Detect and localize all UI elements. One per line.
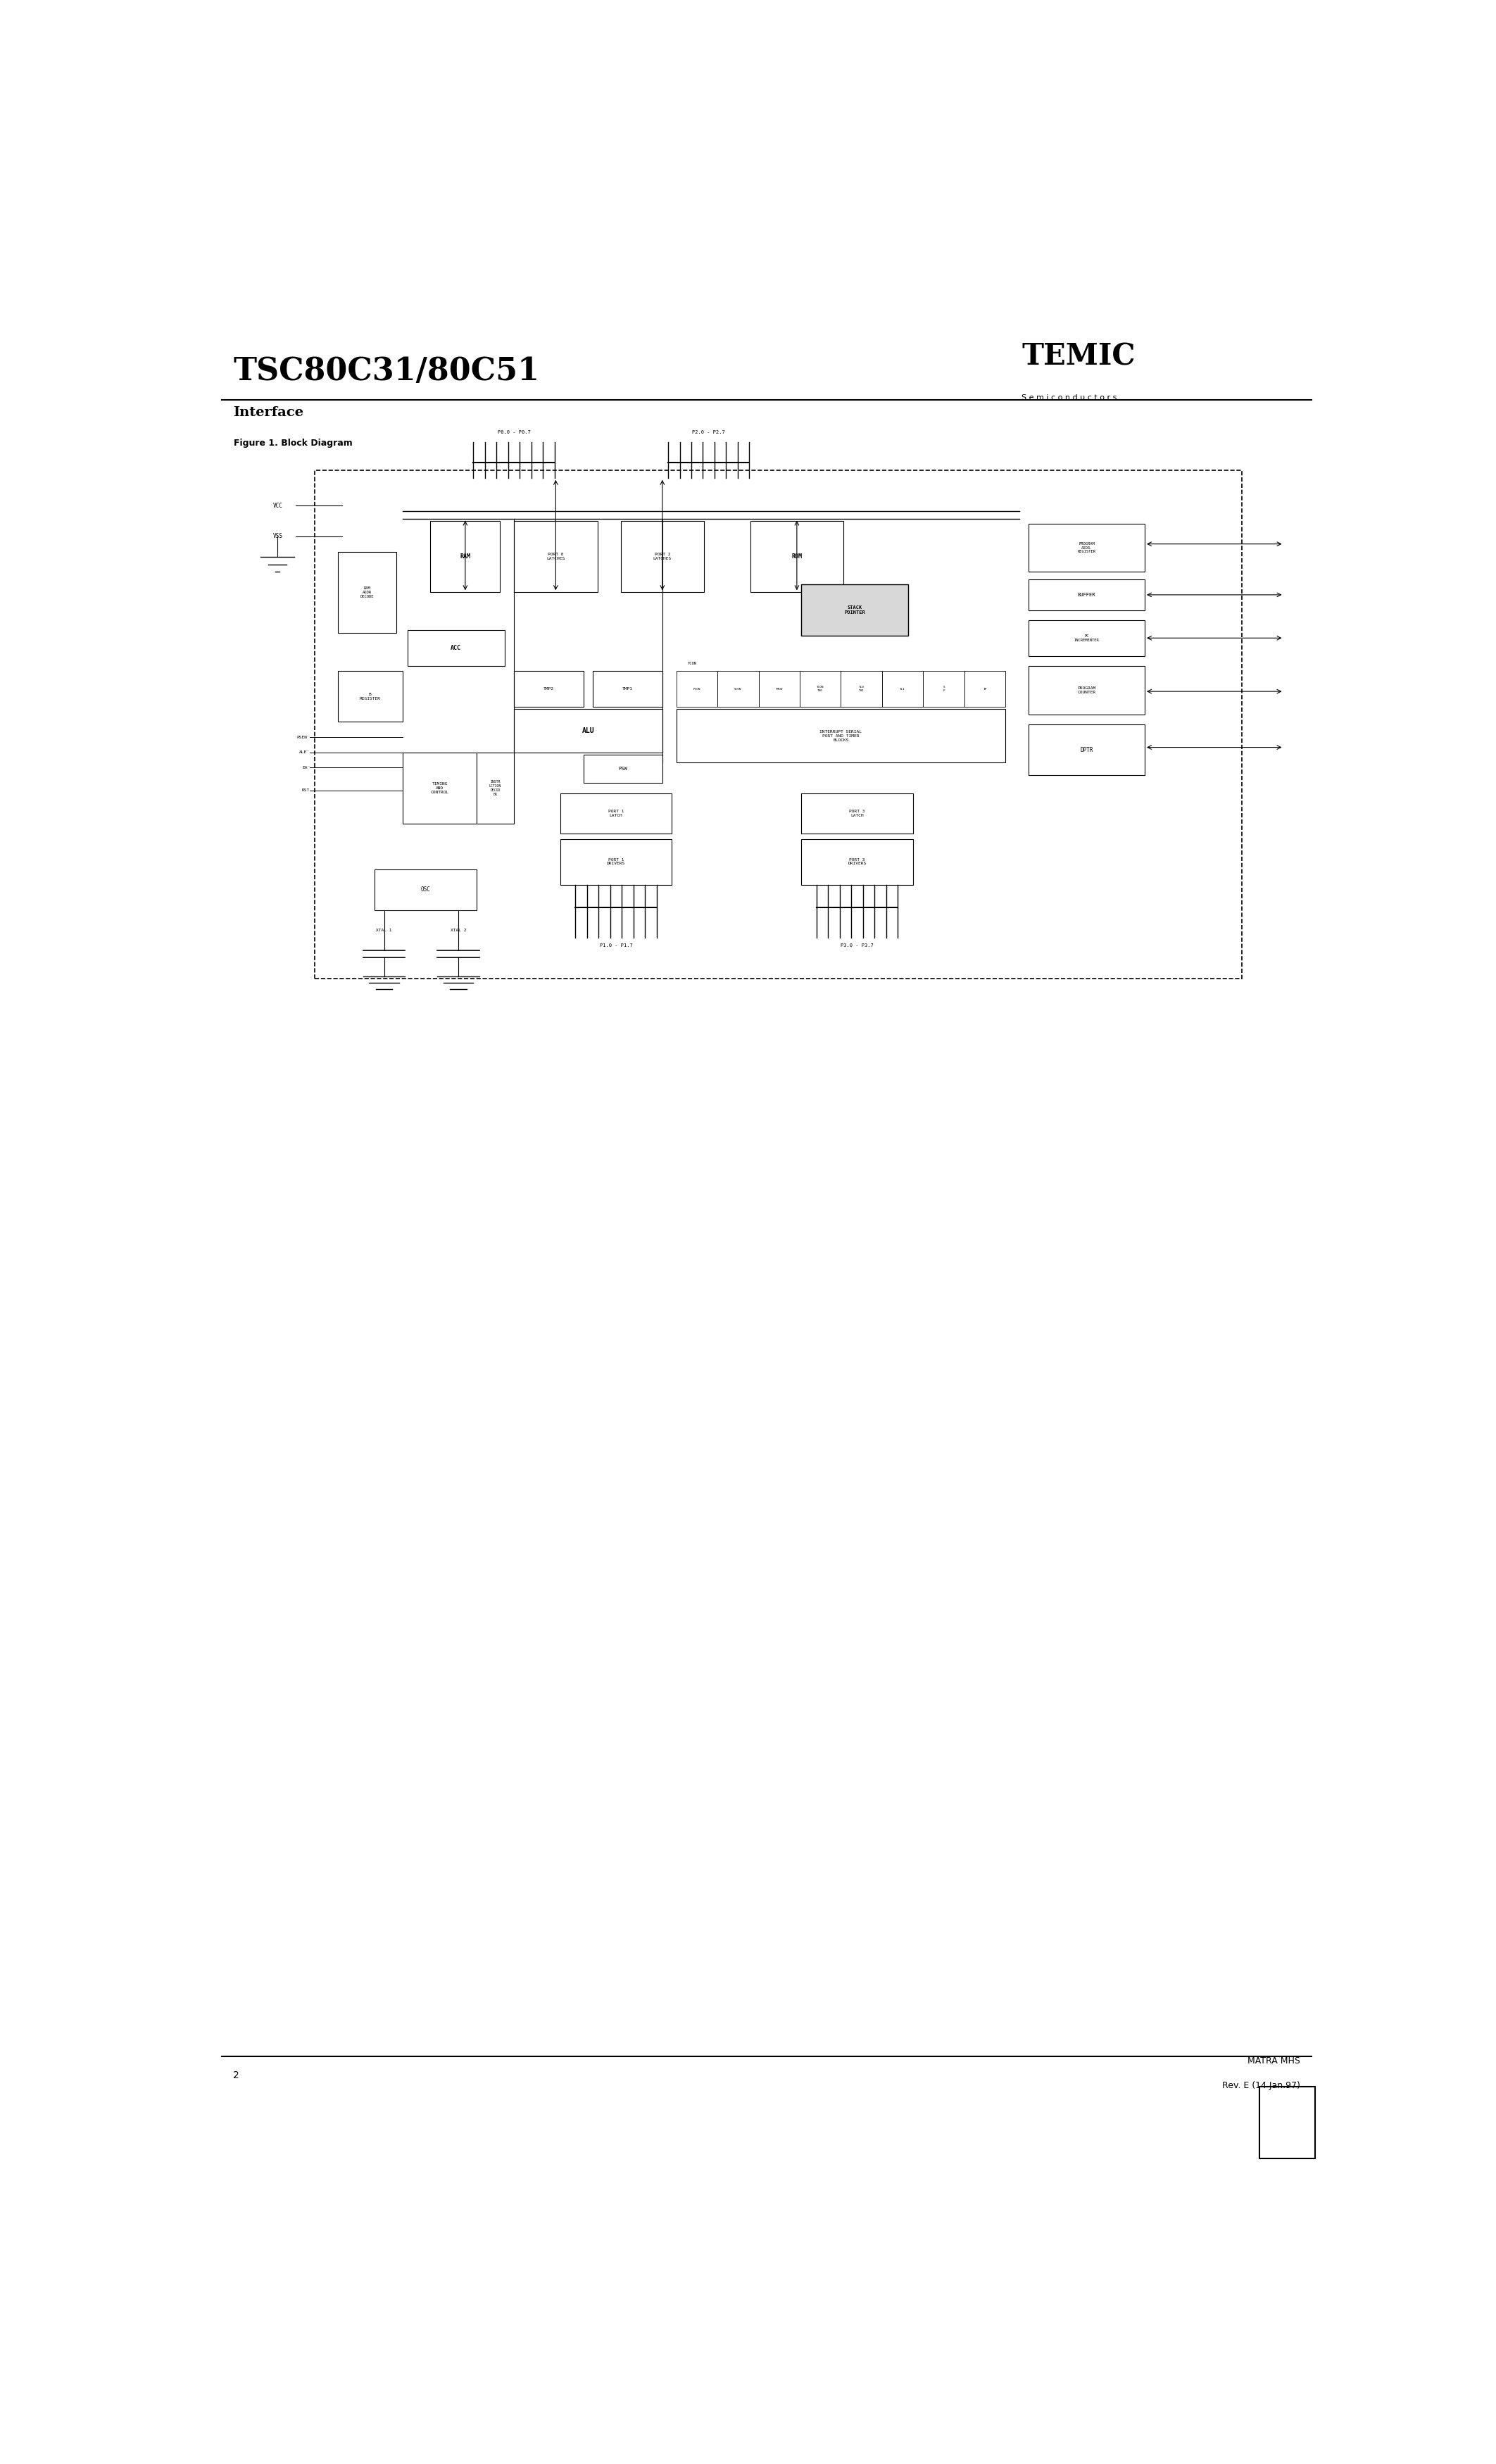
Text: PROGRAM
ADDR.
REGISTER: PROGRAM ADDR. REGISTER [1077, 542, 1097, 554]
Text: TMP1: TMP1 [622, 687, 633, 690]
Text: TMOD: TMOD [775, 687, 782, 690]
Text: INTERRUPT SERIAL
PORT AND TIMER
BLOCKS: INTERRUPT SERIAL PORT AND TIMER BLOCKS [820, 729, 862, 742]
Text: TL0
TH1: TL0 TH1 [859, 685, 865, 692]
Text: ROM: ROM [791, 554, 802, 559]
Text: TCON
TH0: TCON TH0 [817, 685, 824, 692]
Text: RST: RST [302, 788, 310, 793]
Text: P3.0 - P3.7: P3.0 - P3.7 [841, 944, 874, 949]
Text: PORT 0
LATCHES: PORT 0 LATCHES [546, 552, 565, 559]
Text: RAM: RAM [459, 554, 471, 559]
Bar [676, 710, 1005, 761]
Bar [758, 670, 800, 707]
Text: TEMIC: TEMIC [1022, 342, 1135, 372]
Text: XTAL 2: XTAL 2 [450, 929, 467, 931]
Text: PSEN̅: PSEN̅ [296, 734, 310, 739]
Bar [802, 584, 908, 636]
Bar [883, 670, 923, 707]
Bar [407, 631, 504, 665]
Text: Interface: Interface [233, 407, 304, 419]
Text: PROGRAM
COUNTER: PROGRAM COUNTER [1077, 687, 1097, 695]
Text: PORT 1
LATCH: PORT 1 LATCH [607, 811, 624, 818]
Bar [1029, 724, 1144, 776]
Bar [561, 793, 672, 833]
Bar [338, 552, 396, 633]
Text: ALE̅: ALE̅ [299, 752, 310, 754]
Text: TCON: TCON [688, 663, 697, 665]
Bar [1260, 2087, 1315, 2158]
Text: PORT 3
LATCH: PORT 3 LATCH [850, 811, 865, 818]
Bar [561, 838, 672, 885]
Text: IP: IP [983, 687, 987, 690]
Bar [621, 520, 705, 591]
Bar [751, 520, 844, 591]
Text: Figure 1. Block Diagram: Figure 1. Block Diagram [233, 439, 352, 448]
Bar [800, 670, 841, 707]
Text: BUFFER: BUFFER [1077, 594, 1095, 596]
Text: PORT 2
LATCHES: PORT 2 LATCHES [654, 552, 672, 559]
Text: TMP2: TMP2 [543, 687, 554, 690]
Text: RAM
ADDR
DECODE: RAM ADDR DECODE [361, 586, 374, 599]
Bar [965, 670, 1005, 707]
Text: PSW: PSW [618, 766, 627, 771]
Text: TSC80C31/80C51: TSC80C31/80C51 [233, 357, 540, 387]
Bar [477, 752, 515, 823]
Text: INSTR
UCTION
DECOD
ER: INSTR UCTION DECOD ER [489, 781, 501, 796]
Text: P2.0 - P2.7: P2.0 - P2.7 [693, 431, 726, 434]
Text: B
REGISTER: B REGISTER [359, 692, 381, 700]
Bar [1029, 621, 1144, 655]
Text: OSC: OSC [420, 887, 431, 892]
Text: ALU: ALU [582, 727, 594, 734]
Bar [841, 670, 883, 707]
Bar [375, 870, 477, 909]
Bar [1029, 525, 1144, 572]
Text: VSS: VSS [272, 532, 283, 540]
Text: PCON: PCON [693, 687, 700, 690]
Bar [515, 520, 597, 591]
Bar [676, 670, 718, 707]
Bar [515, 710, 663, 752]
Text: DPTR: DPTR [1080, 747, 1094, 754]
Text: PC
INCREMENTER: PC INCREMENTER [1074, 633, 1100, 641]
Text: STACK
POINTER: STACK POINTER [844, 606, 865, 614]
Bar [718, 670, 758, 707]
Bar [592, 670, 663, 707]
Text: Rev. E (14 Jan.97): Rev. E (14 Jan.97) [1222, 2082, 1300, 2089]
Bar [802, 838, 913, 885]
Text: VCC: VCC [272, 503, 283, 510]
Bar [515, 670, 583, 707]
Text: S
P: S P [942, 685, 944, 692]
Bar [338, 670, 402, 722]
Bar [583, 754, 663, 784]
Bar [923, 670, 965, 707]
Bar [314, 471, 1242, 978]
Text: SCON: SCON [735, 687, 742, 690]
Text: PORT 1
DRIVERS: PORT 1 DRIVERS [607, 857, 625, 865]
Bar [802, 793, 913, 833]
Text: P1.0 - P1.7: P1.0 - P1.7 [600, 944, 633, 949]
Text: PORT 3
DRIVERS: PORT 3 DRIVERS [848, 857, 866, 865]
Text: EA̅: EA̅ [302, 766, 310, 769]
Text: MATRA MHS: MATRA MHS [1248, 2057, 1300, 2065]
Bar [1029, 579, 1144, 611]
Text: TL1: TL1 [901, 687, 905, 690]
Bar [402, 752, 477, 823]
Text: 2: 2 [233, 2070, 239, 2080]
Text: TIMING
AND
CONTROL: TIMING AND CONTROL [431, 781, 449, 793]
Bar [1029, 665, 1144, 715]
Text: ACC: ACC [450, 646, 461, 650]
Bar [431, 520, 500, 591]
Text: S e m i c o n d u c t o r s: S e m i c o n d u c t o r s [1022, 394, 1118, 402]
Text: P0.0 - P0.7: P0.0 - P0.7 [498, 431, 531, 434]
Text: XTAL 1: XTAL 1 [375, 929, 392, 931]
